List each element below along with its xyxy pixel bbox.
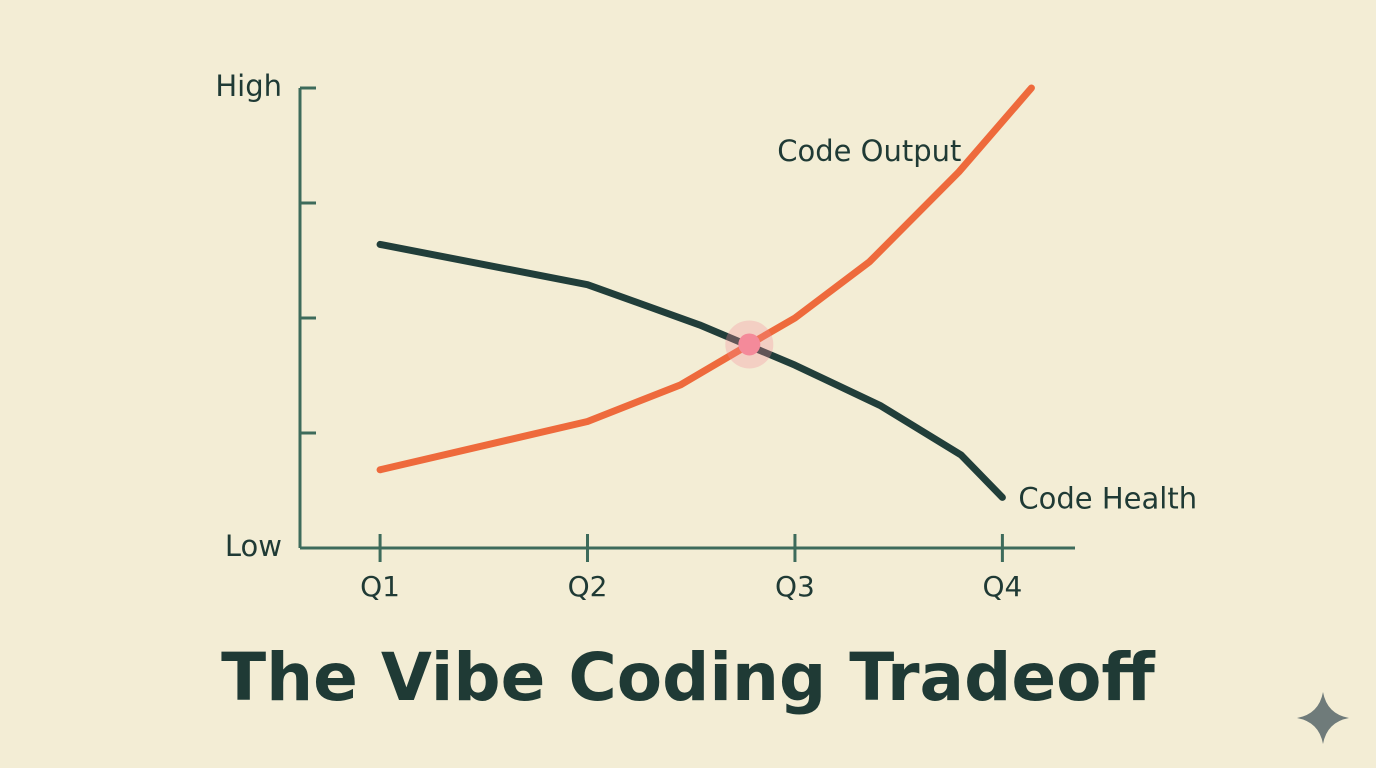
x-tick-label: Q1	[360, 570, 400, 603]
x-tick-label: Q2	[568, 570, 608, 603]
highlight-point	[738, 333, 761, 356]
line	[376, 84, 1035, 474]
chart-title: The Vibe Coding Tradeoff	[221, 639, 1156, 716]
x-tick-label: Q3	[775, 570, 815, 603]
line	[376, 240, 1006, 501]
y-tick-label: High	[215, 69, 282, 103]
series-label: Code Output	[777, 134, 961, 168]
y-tick-label: Low	[225, 529, 282, 563]
series-label: Code Health	[1018, 481, 1197, 515]
x-tick-label: Q4	[982, 570, 1022, 603]
sparkle-icon	[1297, 692, 1349, 744]
